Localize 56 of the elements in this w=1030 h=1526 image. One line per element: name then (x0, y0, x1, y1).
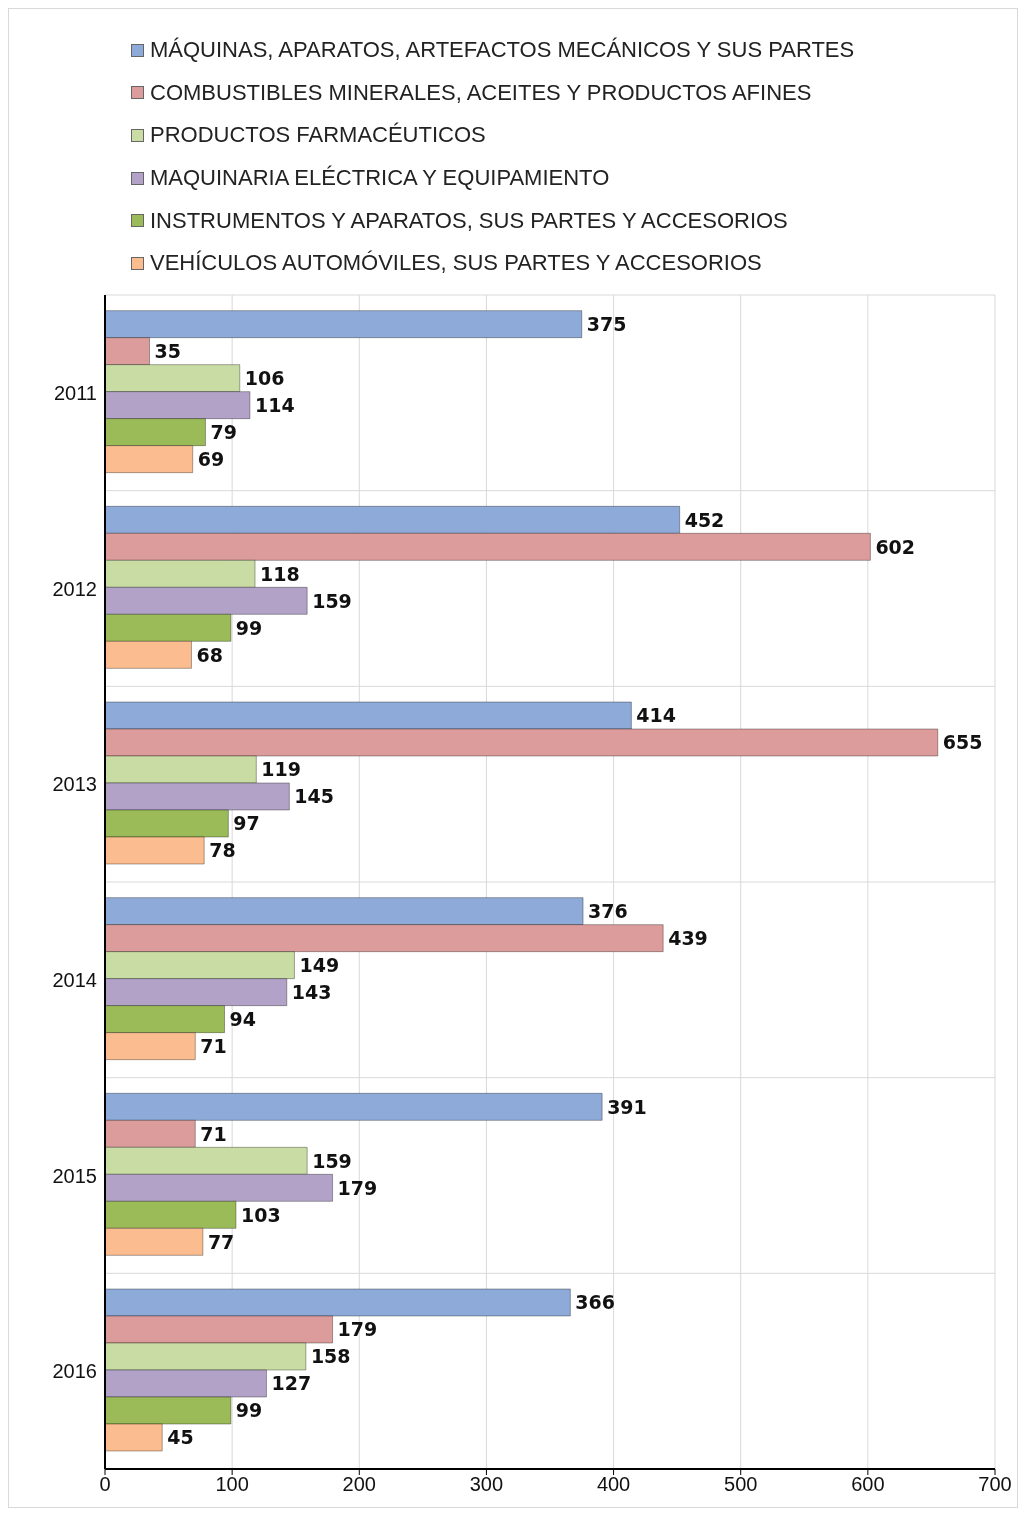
data-label: 97 (233, 811, 260, 834)
legend-label: COMBUSTIBLES MINERALES, ACEITES Y PRODUCTOS AFINES (150, 79, 812, 106)
legend-label: MAQUINARIA ELÉCTRICA Y EQUIPAMIENTO (150, 165, 610, 192)
y-tick-label: 2016 (52, 1359, 97, 1382)
data-label: 77 (207, 1230, 235, 1253)
x-tick-label: 600 (851, 1472, 885, 1495)
data-label: 71 (200, 1122, 227, 1145)
data-label: 655 (942, 730, 983, 753)
data-label: 68 (196, 643, 223, 666)
data-label: 99 (235, 1398, 263, 1421)
y-tick-label: 2015 (52, 1164, 97, 1187)
data-label: 158 (310, 1344, 351, 1367)
data-label: 71 (200, 1034, 227, 1057)
legend-label: VEHÍCULOS AUTOMÓVILES, SUS PARTES Y ACCESORIOS (150, 250, 762, 277)
x-tick-label: 500 (724, 1472, 758, 1495)
data-label: 145 (294, 784, 335, 807)
data-label: 149 (299, 953, 340, 976)
data-label: 103 (240, 1203, 281, 1226)
data-label: 602 (875, 535, 916, 558)
data-label: 119 (261, 757, 301, 780)
legend-label: PRODUCTOS FARMACÉUTICOS (150, 122, 486, 149)
data-label: 118 (260, 562, 300, 585)
data-label: 391 (607, 1095, 647, 1118)
data-label: 69 (197, 447, 225, 470)
data-label: 159 (312, 589, 352, 612)
data-label: 114 (254, 393, 295, 416)
x-tick-label: 200 (342, 1472, 376, 1495)
x-tick-label: 700 (978, 1472, 1012, 1495)
data-label: 94 (229, 1007, 256, 1030)
y-tick-label: 2014 (52, 968, 97, 991)
data-label: 375 (586, 312, 627, 335)
data-label: 439 (668, 926, 708, 949)
x-tick-label: 100 (215, 1472, 249, 1495)
data-label: 179 (337, 1317, 378, 1340)
data-label: 35 (154, 339, 181, 362)
data-label: 452 (684, 508, 725, 531)
legend-label: MÁQUINAS, APARATOS, ARTEFACTOS MECÁNICOS Y SUS PARTES (150, 37, 855, 64)
x-tick-label: 0 (99, 1472, 111, 1495)
data-label: 414 (636, 703, 677, 726)
data-label: 366 (575, 1290, 616, 1313)
legend-label: INSTRUMENTOS Y APARATOS, SUS PARTES Y ACCESORIOS (150, 207, 788, 234)
y-tick-label: 2013 (52, 772, 97, 795)
data-label: 45 (167, 1425, 194, 1448)
y-tick-label: 2011 (53, 381, 97, 404)
data-label: 143 (291, 980, 332, 1003)
data-label: 179 (337, 1176, 378, 1199)
data-label: 106 (244, 366, 285, 389)
data-label: 78 (209, 838, 236, 861)
y-tick-label: 2012 (52, 577, 97, 600)
data-label: 159 (312, 1149, 352, 1172)
data-label: 79 (210, 420, 237, 443)
data-label: 99 (235, 616, 263, 639)
data-label: 376 (588, 899, 628, 922)
data-label: 127 (271, 1371, 312, 1394)
x-tick-label: 400 (596, 1472, 631, 1495)
x-tick-label: 300 (469, 1472, 504, 1495)
